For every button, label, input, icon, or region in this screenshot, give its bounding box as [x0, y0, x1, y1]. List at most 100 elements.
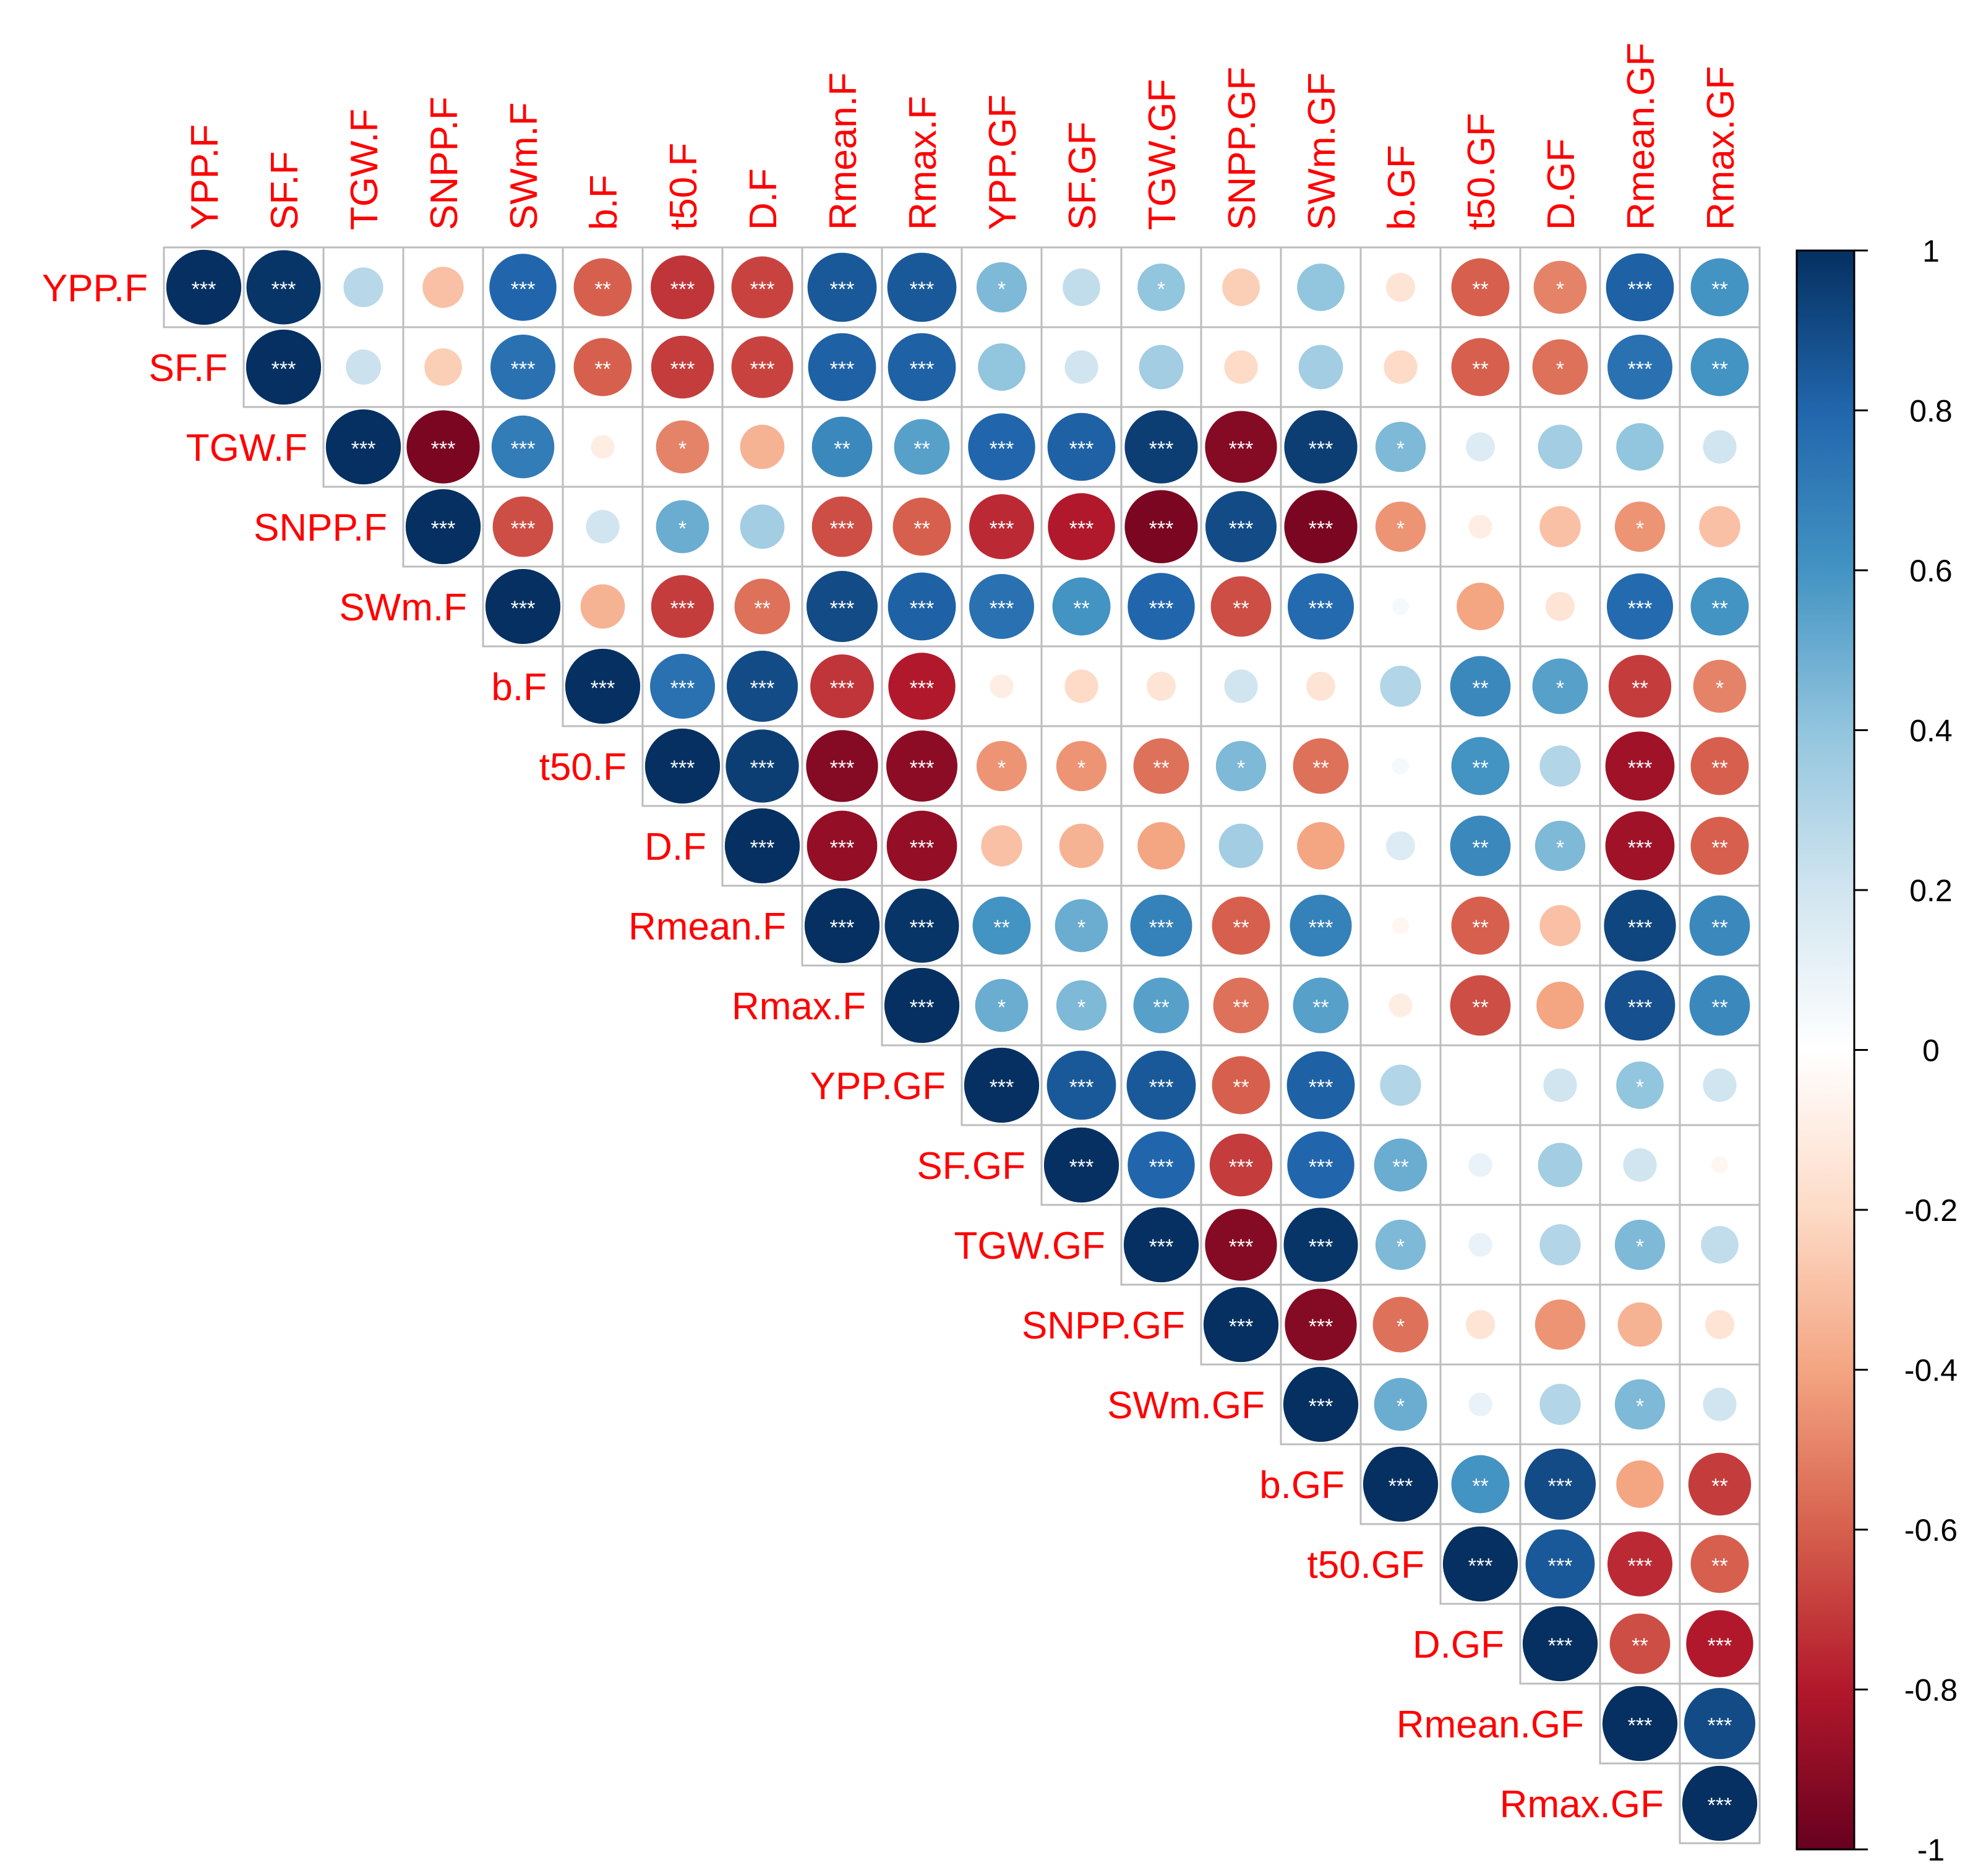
correlation-circle-SF.F-b.GF [1384, 350, 1418, 384]
significance-label: ** [1392, 1155, 1408, 1179]
correlation-circle-Rmax.F-Rmax.GF [1689, 975, 1750, 1036]
significance-label: *** [1628, 278, 1653, 301]
significance-label: *** [1628, 1554, 1653, 1578]
correlation-circle-YPP.F-YPP.F [166, 249, 242, 325]
correlation-circle-TGW.GF-SNPP.GF [1205, 1209, 1277, 1281]
significance-label: *** [750, 358, 775, 381]
significance-label: * [1636, 1395, 1644, 1418]
significance-label: * [1077, 756, 1085, 780]
correlation-circle-TGW.F-Rmean.F [811, 416, 873, 478]
correlation-circle-b.GF-Rmax.GF [1688, 1452, 1752, 1516]
correlation-circle-SWm.F-SF.GF [1052, 577, 1111, 636]
legend-tick-label: -0.4 [1904, 1353, 1958, 1388]
correlation-circle-SWm.F-Rmax.GF [1690, 577, 1749, 636]
significance-label: *** [1149, 517, 1174, 541]
correlation-circle-t50.F-SNPP.GF [1215, 740, 1267, 792]
correlation-circle-YPP.F-t50.GF [1451, 258, 1510, 317]
correlation-circle-TGW.F-SF.GF [1047, 413, 1116, 481]
correlation-circle-SNPP.F-SF.GF [1048, 493, 1115, 560]
significance-label: *** [750, 836, 775, 860]
correlation-circle-SWm.GF-D.GF [1539, 1384, 1581, 1425]
correlation-circle-b.F-b.F [565, 648, 641, 724]
correlation-circle-TGW.F-Rmax.F [894, 419, 950, 475]
correlation-circle-SWm.GF-SWm.GF [1283, 1366, 1359, 1442]
correlation-circle-YPP.GF-D.GF [1543, 1068, 1577, 1102]
legend-tick-label: -0.6 [1904, 1513, 1958, 1548]
correlation-circle-t50.F-D.F [725, 729, 799, 803]
significance-label: ** [594, 278, 610, 301]
correlation-circle-SNPP.GF-SNPP.GF [1203, 1287, 1279, 1363]
correlation-circle-SWm.F-b.GF [1392, 597, 1410, 615]
correlation-circle-b.F-SF.GF [1064, 669, 1098, 703]
significance-label: *** [1229, 437, 1254, 461]
significance-label: * [1716, 677, 1724, 700]
row-label-D.F: D.F [644, 826, 706, 868]
significance-label: *** [910, 597, 935, 620]
correlation-circle-t50.F-Rmean.F [806, 730, 878, 802]
significance-label: *** [670, 358, 695, 381]
correlation-circle-Rmean.F-t50.GF [1451, 896, 1510, 955]
significance-label: *** [511, 597, 536, 620]
correlation-circle-Rmax.F-SWm.GF [1293, 977, 1349, 1034]
significance-label: *** [1468, 1554, 1493, 1578]
correlation-circle-D.GF-Rmean.GF [1609, 1613, 1671, 1674]
correlation-circle-YPP.F-TGW.F [343, 267, 383, 307]
correlation-circle-TGW.F-b.GF [1375, 421, 1426, 473]
significance-label: ** [1632, 1634, 1648, 1658]
correlation-circle-TGW.GF-b.GF [1375, 1219, 1426, 1270]
correlation-circle-YPP.F-b.F [573, 258, 632, 317]
column-label-YPP.F: YPP.F [184, 124, 226, 230]
correlation-circle-YPP.F-Rmean.GF [1606, 253, 1674, 322]
row-label-SWm.GF: SWm.GF [1107, 1384, 1265, 1427]
significance-label: *** [830, 916, 855, 940]
significance-label: *** [1309, 597, 1333, 620]
significance-label: *** [830, 517, 855, 541]
significance-label: *** [1628, 1714, 1653, 1737]
correlation-circle-SF.GF-SNPP.GF [1209, 1133, 1273, 1197]
correlation-circle-SF.GF-TGW.GF [1128, 1131, 1195, 1199]
correlation-circle-SF.F-SNPP.F [424, 348, 462, 386]
column-label-D.F: D.F [742, 168, 785, 230]
correlation-circle-Rmean.F-YPP.GF [972, 896, 1031, 955]
significance-label: *** [1708, 1794, 1732, 1817]
correlation-circle-SF.F-SWm.F [490, 334, 556, 400]
correlation-circle-Rmean.F-Rmax.GF [1689, 895, 1750, 956]
significance-label: * [1636, 517, 1644, 541]
column-label-Rmax.F: Rmax.F [902, 96, 944, 230]
correlation-circle-SNPP.F-SWm.F [492, 496, 554, 557]
significance-label: *** [272, 358, 296, 381]
correlation-circle-b.F-Rmax.GF [1693, 659, 1747, 713]
column-label-Rmax.GF: Rmax.GF [1700, 66, 1742, 230]
significance-label: *** [431, 437, 456, 461]
significance-label: *** [830, 358, 855, 381]
correlation-circle-t50.GF-D.GF [1525, 1529, 1595, 1599]
correlation-circle-YPP.GF-SF.GF [1046, 1050, 1116, 1120]
correlation-circle-SF.GF-t50.GF [1468, 1153, 1492, 1177]
correlation-circle-SNPP.F-SNPP.GF [1205, 490, 1277, 563]
significance-label: *** [511, 517, 536, 541]
correlation-circle-D.F-SWm.GF [1297, 822, 1345, 870]
column-label-SF.F: SF.F [263, 152, 306, 230]
significance-label: * [1397, 437, 1405, 461]
significance-label: *** [910, 756, 935, 780]
correlation-circle-D.F-SNPP.GF [1218, 823, 1264, 868]
significance-label: * [1397, 1315, 1405, 1338]
correlation-circle-Rmean.F-SF.GF [1055, 899, 1108, 953]
significance-label: ** [1711, 996, 1727, 1019]
correlation-circle-TGW.F-t50.F [656, 420, 709, 474]
significance-label: *** [511, 437, 536, 461]
correlation-circle-SF.F-b.F [573, 338, 632, 396]
correlation-circle-SWm.GF-b.GF [1374, 1377, 1427, 1431]
correlation-circle-b.F-D.F [726, 650, 798, 722]
correlation-circle-SNPP.GF-SWm.GF [1285, 1288, 1357, 1361]
significance-label: *** [1309, 1076, 1333, 1099]
significance-label: * [1556, 278, 1564, 301]
row-label-t50.GF: t50.GF [1307, 1544, 1424, 1587]
correlation-circle-b.GF-D.GF [1524, 1448, 1596, 1520]
correlation-circle-TGW.F-t50.GF [1466, 432, 1495, 461]
row-label-Rmean.F: Rmean.F [628, 906, 786, 948]
significance-label: ** [1711, 756, 1727, 780]
significance-label: ** [1711, 1554, 1727, 1578]
correlation-circle-t50.F-SWm.GF [1293, 738, 1349, 794]
correlation-circle-SNPP.F-t50.F [656, 500, 709, 554]
